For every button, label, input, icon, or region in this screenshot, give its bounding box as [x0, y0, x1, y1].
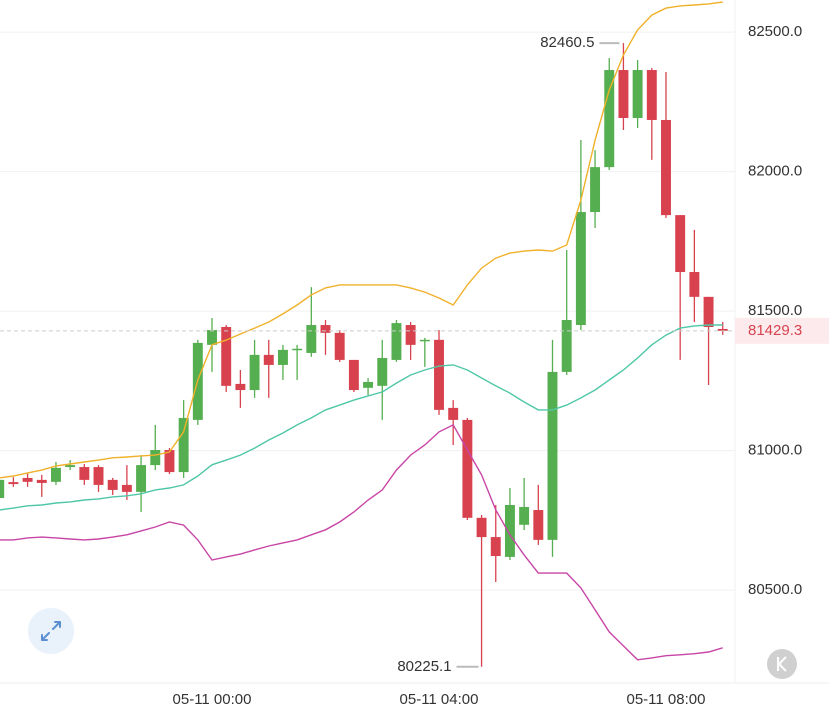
- candle-body: [434, 339, 444, 410]
- candle-body: [249, 354, 260, 391]
- candle-body: [519, 506, 530, 525]
- candle-body: [405, 325, 416, 345]
- candle-body: [0, 479, 5, 499]
- last-price-label: 81429.3: [748, 322, 802, 339]
- x-tick-label: 05-11 08:00: [627, 691, 706, 708]
- candle-body: [207, 330, 217, 345]
- button-bg[interactable]: [28, 608, 74, 654]
- x-tick-label: 05-11 00:00: [173, 691, 252, 708]
- candle-body: [391, 323, 402, 360]
- candle-body: [65, 465, 76, 468]
- candle-body: [107, 479, 118, 490]
- candle-body: [320, 325, 331, 333]
- y-tick-label: 81500.0: [748, 302, 802, 319]
- candle-body: [79, 467, 90, 480]
- candle-body: [419, 339, 430, 342]
- candle-body: [136, 465, 147, 492]
- candle-body: [561, 320, 572, 372]
- expand-icon[interactable]: [41, 621, 61, 641]
- x-tick-label: 05-11 04:00: [400, 691, 479, 708]
- candle-body: [646, 70, 657, 120]
- button-bg[interactable]: [767, 649, 797, 679]
- candle-body: [462, 419, 473, 518]
- k-icon[interactable]: [777, 656, 787, 672]
- last-price-bg: [735, 317, 829, 344]
- y-tick-label: 82500.0: [748, 23, 802, 40]
- candle-body: [377, 357, 388, 386]
- candle-body: [703, 296, 714, 327]
- candle-body: [661, 119, 671, 216]
- candle-body: [36, 479, 47, 483]
- candle-body: [547, 371, 558, 540]
- candle-body: [363, 381, 374, 388]
- expand-button[interactable]: [28, 608, 74, 654]
- candle-body: [590, 167, 601, 213]
- band-line: [0, 1, 723, 479]
- candle-body: [717, 328, 728, 331]
- candle-body: [93, 467, 104, 485]
- candle-body: [504, 504, 515, 557]
- candle-body: [306, 325, 317, 353]
- candle-body: [22, 477, 33, 482]
- candle-body: [150, 450, 161, 466]
- k-button[interactable]: [767, 649, 797, 679]
- candle-body: [533, 510, 544, 540]
- candle-body: [689, 272, 700, 297]
- candle-body: [675, 215, 686, 273]
- candle-body: [476, 517, 487, 538]
- candle-body: [292, 348, 303, 351]
- candle-body: [235, 383, 246, 391]
- candle-body: [632, 70, 643, 119]
- min-marker-label: 80225.1: [397, 658, 451, 675]
- candle-body: [618, 70, 629, 119]
- candle-body: [221, 326, 232, 386]
- candle-body: [121, 484, 132, 492]
- candle-body: [8, 482, 19, 485]
- candle-body: [164, 450, 175, 473]
- candle-body: [263, 354, 274, 365]
- y-tick-label: 82000.0: [748, 163, 802, 180]
- max-marker-label: 82460.5: [540, 34, 594, 51]
- grid: [0, 31, 735, 591]
- y-tick-label: 80500.0: [748, 581, 802, 598]
- candle-body: [448, 407, 459, 420]
- candle-body: [604, 70, 615, 168]
- band-line: [0, 423, 723, 661]
- y-tick-label: 81000.0: [748, 442, 802, 459]
- candle-body: [348, 359, 359, 391]
- candle-body: [50, 467, 61, 482]
- candle-body: [575, 212, 586, 326]
- band-line: [0, 324, 723, 511]
- candle-body: [334, 332, 345, 360]
- candle-body: [178, 417, 189, 473]
- candle-body: [277, 349, 288, 365]
- candle-body: [490, 537, 501, 557]
